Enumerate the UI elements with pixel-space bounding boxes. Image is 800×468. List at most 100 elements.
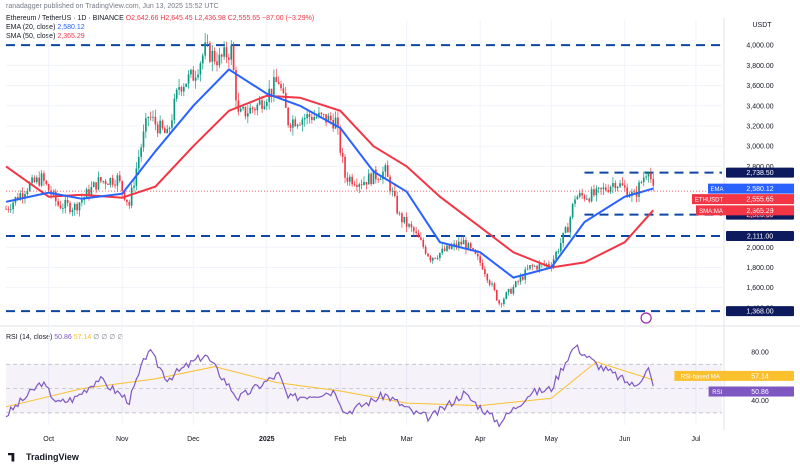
y-tick-label: 2,000.00 bbox=[746, 245, 773, 252]
candle-down bbox=[448, 245, 451, 249]
candle-up bbox=[137, 156, 140, 169]
candle-down bbox=[389, 176, 391, 192]
candle-up bbox=[197, 74, 199, 78]
candle-down bbox=[567, 227, 569, 233]
x-tick-label: 2025 bbox=[259, 436, 275, 443]
level-price-text: 2,111.00 bbox=[747, 234, 773, 241]
candle-up bbox=[223, 47, 225, 57]
x-tick-label: Nov bbox=[116, 436, 129, 443]
candle-down bbox=[43, 173, 45, 181]
y-tick-label: 4,000.00 bbox=[746, 43, 773, 50]
candle-down bbox=[412, 227, 415, 232]
candle-down bbox=[287, 107, 289, 126]
candle-down bbox=[531, 265, 534, 267]
candle-up bbox=[505, 292, 508, 299]
candle-up bbox=[557, 251, 560, 252]
candle-up bbox=[90, 187, 93, 197]
candle-up bbox=[446, 245, 448, 251]
candle-down bbox=[277, 82, 280, 85]
candle-up bbox=[640, 182, 643, 183]
tradingview-mark-icon bbox=[8, 452, 15, 462]
candle-up bbox=[239, 108, 242, 112]
candle-down bbox=[604, 187, 607, 191]
series-tag bbox=[692, 194, 726, 205]
candle-down bbox=[59, 205, 62, 209]
candle-down bbox=[206, 42, 209, 44]
rsi-value-tag bbox=[726, 370, 794, 381]
candle-down bbox=[386, 165, 389, 177]
candle-up bbox=[182, 86, 185, 92]
candle-up bbox=[73, 203, 76, 211]
candle-down bbox=[123, 190, 126, 200]
candle-up bbox=[384, 165, 387, 172]
x-tick-label: Dec bbox=[187, 436, 200, 443]
sma-legend: SMA (50, close) 2,365.29 bbox=[6, 33, 85, 40]
candle-up bbox=[367, 173, 370, 185]
candle-down bbox=[7, 208, 10, 210]
series-tag-text: EMA bbox=[710, 187, 723, 193]
level-price-text: 2,323.00 bbox=[746, 212, 773, 219]
candle-down bbox=[375, 169, 377, 180]
candle-down bbox=[600, 187, 602, 190]
candle-down bbox=[522, 276, 524, 280]
candle-down bbox=[38, 177, 41, 186]
candle-up bbox=[441, 248, 444, 253]
candle-up bbox=[379, 179, 382, 180]
candle-down bbox=[633, 191, 636, 193]
level-price-tag bbox=[726, 231, 794, 242]
candle-up bbox=[574, 199, 576, 204]
candle-down bbox=[396, 195, 399, 214]
y-tick-label: 1,800.00 bbox=[746, 265, 773, 272]
rsi-value-tag bbox=[726, 386, 794, 397]
candle-up bbox=[327, 115, 330, 123]
candle-down bbox=[95, 182, 97, 190]
candle-down bbox=[164, 128, 166, 134]
candle-down bbox=[322, 114, 325, 115]
candle-down bbox=[351, 176, 353, 185]
candle-down bbox=[588, 198, 591, 202]
candle-up bbox=[571, 203, 574, 218]
candle-down bbox=[329, 115, 332, 120]
rsi-value-text: 50.86 bbox=[751, 389, 769, 396]
candle-up bbox=[519, 276, 522, 282]
candle-up bbox=[348, 176, 351, 182]
candle-up bbox=[533, 265, 536, 267]
candle-down bbox=[161, 120, 164, 129]
candle-down bbox=[621, 183, 624, 186]
candle-down bbox=[180, 87, 183, 92]
candle-down bbox=[469, 243, 472, 249]
candle-up bbox=[145, 118, 147, 132]
candle-up bbox=[31, 177, 33, 184]
candle-up bbox=[62, 208, 64, 209]
candle-down bbox=[341, 152, 344, 157]
candle-down bbox=[424, 246, 427, 254]
candle-down bbox=[5, 208, 7, 210]
publisher-line: ranadagger published on TradingView.com,… bbox=[6, 3, 219, 10]
candle-down bbox=[401, 213, 403, 223]
candle-down bbox=[66, 199, 69, 203]
candle-up bbox=[159, 120, 161, 134]
candle-down bbox=[104, 180, 107, 185]
candle-up bbox=[199, 63, 202, 75]
tradingview-logo: TradingView bbox=[8, 452, 79, 462]
rsi-line bbox=[5, 344, 654, 428]
series-price-text: 2,365.29 bbox=[746, 208, 773, 215]
candle-up bbox=[315, 116, 318, 118]
candle-down bbox=[344, 156, 346, 178]
candle-down bbox=[455, 243, 458, 247]
candle-down bbox=[275, 77, 278, 83]
candle-down bbox=[517, 281, 519, 283]
candle-up bbox=[382, 171, 384, 180]
level-price-tag bbox=[726, 167, 794, 178]
candle-up bbox=[147, 116, 150, 119]
candle-down bbox=[500, 303, 503, 305]
candle-up bbox=[178, 87, 180, 90]
candle-down bbox=[498, 300, 500, 304]
candle-down bbox=[156, 124, 159, 134]
candle-down bbox=[583, 195, 586, 200]
candle-down bbox=[232, 45, 235, 71]
pct-change-text: +4.28% bbox=[749, 205, 771, 212]
candle-down bbox=[607, 190, 610, 192]
candle-up bbox=[313, 117, 316, 120]
